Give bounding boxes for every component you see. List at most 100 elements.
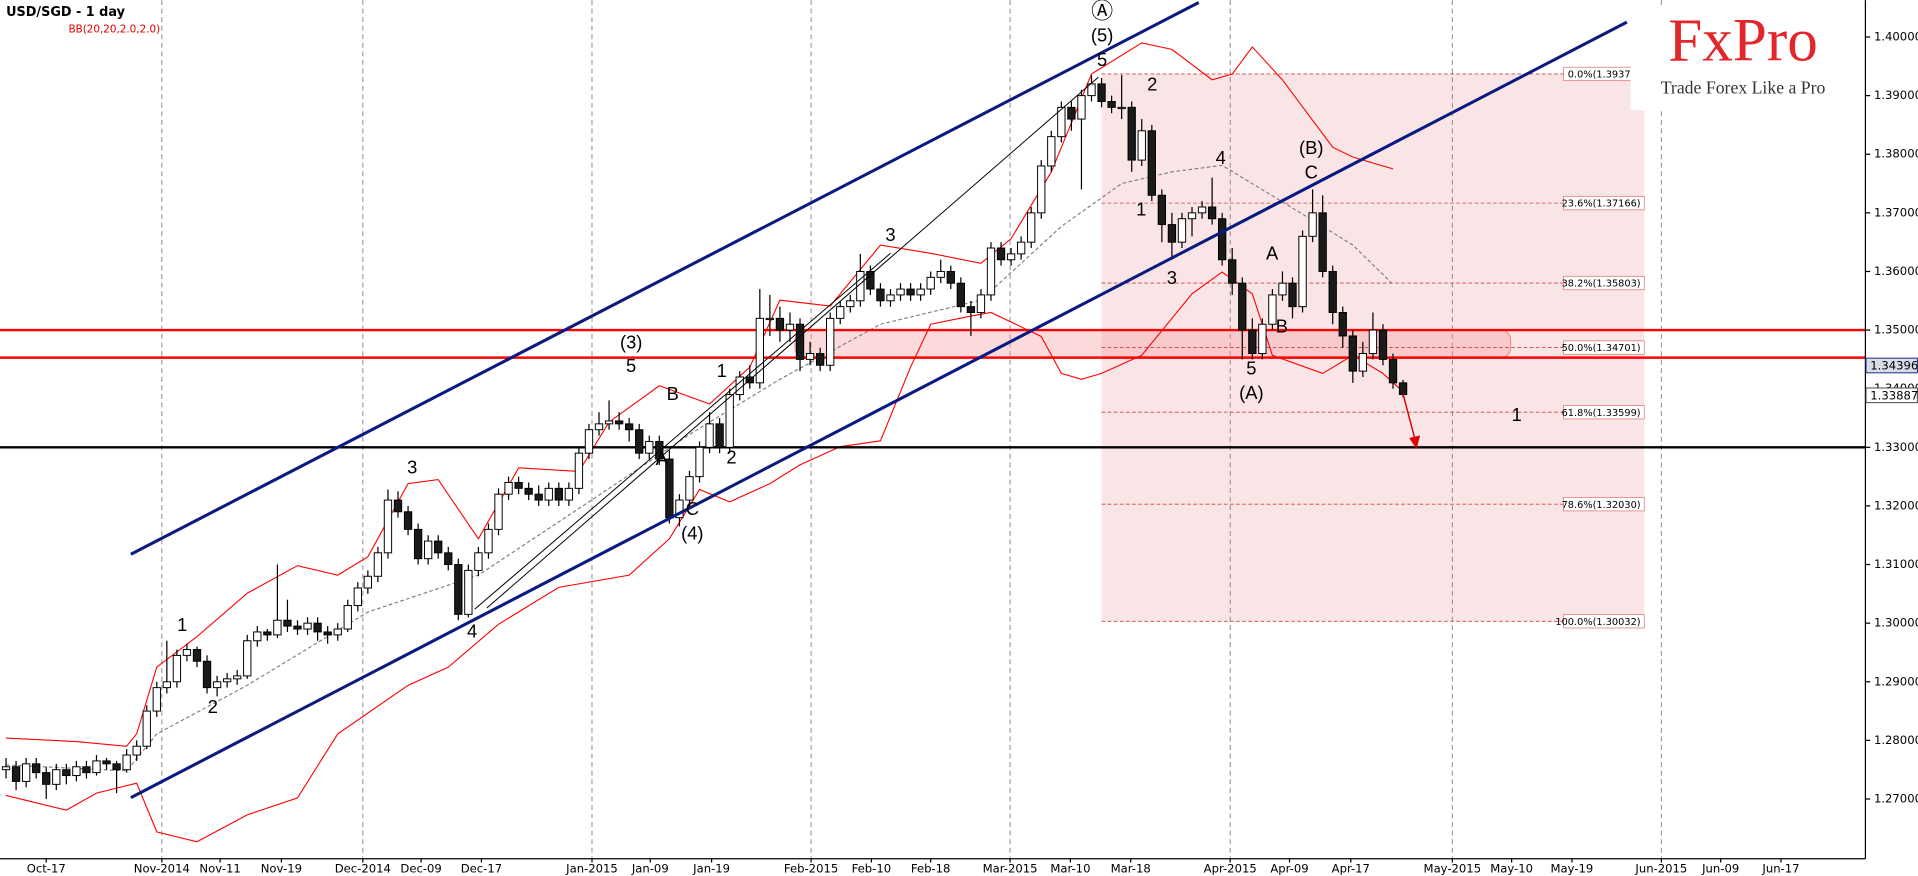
candle-body [11,766,21,782]
candle-body [715,423,724,448]
candle-body [1157,194,1167,226]
logo-background [1630,4,1860,111]
candle-body [202,660,212,689]
candle-body [172,654,182,683]
wave-label: 2 [1147,74,1157,95]
fibonacci-label-box [1563,275,1645,291]
candle-body [1087,83,1096,97]
x-tick-label: Nov-2014 [134,862,190,876]
candle-body [775,317,785,331]
wave-label: C [1305,162,1318,183]
candle-body [856,270,865,302]
candle-body [112,763,121,771]
wave-line [474,252,891,610]
candle-body [755,317,764,384]
fibonacci-label: 61.8%(1.33599) [1562,408,1641,419]
x-tick-label: Dec-2014 [335,862,391,876]
fibonacci-label: 38.2%(1.35803) [1562,279,1641,290]
candle-body [795,323,805,360]
candle-body [1,766,11,771]
candle-body [645,440,654,454]
candle-body [886,294,895,302]
candle-body [1248,329,1257,355]
candle-body [524,487,533,495]
x-tick-label: Feb-2015 [784,862,838,876]
wave-label: 1 [717,360,727,381]
candle-body [1298,235,1307,308]
candle-body [102,760,111,765]
x-tick-label: Apr-09 [1270,862,1308,876]
candle-body [866,270,875,290]
wave-label: 3 [407,456,417,477]
candle-body [574,452,584,489]
candle-body [1318,212,1327,272]
y-tick-label: 1.27000 [1874,791,1918,805]
bollinger-middle [5,164,1394,772]
wave-label: B [1276,316,1288,337]
candle-body [253,631,262,642]
candle-body [765,317,775,321]
candle-body [705,423,714,448]
candle-body [1288,282,1297,308]
candle-body [1338,312,1347,337]
y-tick-label: 1.38000 [1874,147,1918,161]
wave-line [486,76,1099,609]
wave-label: 3 [885,224,895,245]
candle-body [42,772,51,785]
candle-body [1238,282,1247,331]
candle-body [1107,101,1116,108]
candle-body [986,247,996,296]
plot-area: 0.0%(1.39370) 23.6%(1.37166) 38.2%(1.35803… [0,0,1866,859]
candle-body [554,487,563,501]
candle-body [52,769,61,785]
price-label-box [1865,387,1918,404]
candle-body [1177,218,1187,243]
candle-body [504,481,513,495]
wave-label: (4) [681,522,703,543]
candle-body [212,681,222,689]
candle-body [464,569,473,615]
candle-body [222,678,232,683]
candle-body [454,564,463,615]
y-tick-label: 1.28000 [1874,733,1918,747]
candle-body [655,440,664,460]
x-tick-label: Mar-10 [1050,862,1090,876]
candle-body [353,587,362,607]
y-axis-background [1865,0,1918,876]
candle-body [1127,106,1136,161]
candle-body [1027,212,1036,243]
candle-body [1147,130,1156,196]
wave-label: 5 [1246,357,1256,378]
fibonacci-label-box [1563,196,1645,211]
candle-body [1348,335,1357,372]
candle-body [896,288,905,296]
wave-label: C [686,498,699,519]
candle-body [785,323,795,331]
y-tick-label: 1.31000 [1874,557,1918,571]
candle-body [293,625,302,630]
candle-body [283,619,292,627]
candle-body [1047,136,1056,167]
y-tick-label: 1.36000 [1874,264,1918,278]
candle-body [725,394,734,448]
candle-body [152,687,161,712]
candle-body [1368,329,1378,355]
wave-label: 1 [177,614,187,635]
candle-body [846,300,855,308]
indicator-label: BB(20,20,2.0,2.0) [69,23,161,35]
candle-body [92,760,101,774]
candle-body [514,481,523,489]
candle-body [1057,106,1066,138]
fibonacci-label-box [1563,614,1645,629]
x-tick-label: Jun-17 [1761,862,1799,876]
candle-body [805,353,815,360]
candle-body [1268,294,1277,325]
wave-label: (5) [1091,25,1113,46]
candle-body [313,622,322,633]
candle-body [1398,382,1408,396]
x-tick-label: Mar-2015 [983,862,1038,876]
wave-label: (A) [1239,382,1263,403]
x-tick-label: Nov-19 [261,862,302,876]
